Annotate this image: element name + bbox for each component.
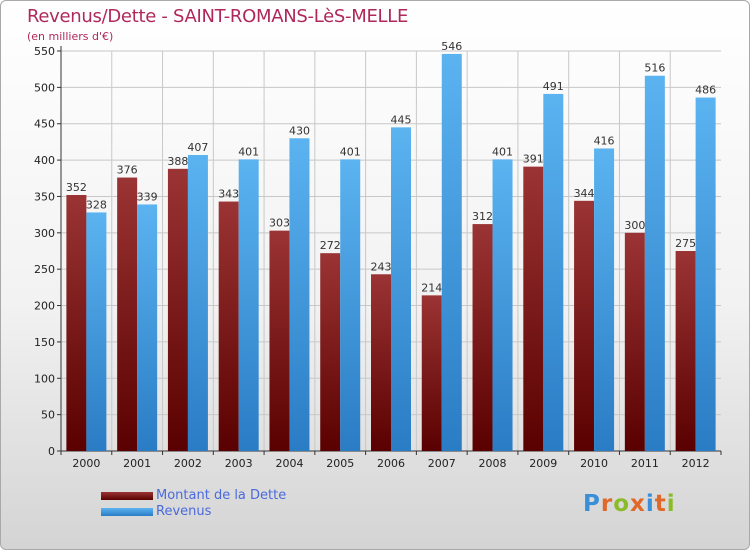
data-label-revenus: 546 [441,40,462,53]
data-label-revenus: 328 [86,198,107,211]
bar-dette [218,201,239,451]
x-tick-label: 2005 [326,457,354,470]
bar-dette [472,224,493,451]
x-tick-label: 2011 [631,457,659,470]
bar-dette [167,168,188,451]
data-label-dette: 300 [624,219,645,232]
x-tick-label: 2010 [580,457,608,470]
data-label-dette: 303 [269,217,290,230]
y-tick-label: 500 [34,81,55,94]
data-label-revenus: 430 [289,124,310,137]
x-tick-label: 2003 [225,457,253,470]
bar-revenus [238,159,259,451]
bar-revenus [492,159,513,451]
y-tick-label: 0 [48,445,55,458]
chart-title: Revenus/Dette - SAINT-ROMANS-LèS-MELLE [27,6,409,27]
bar-revenus [594,148,615,452]
logo-letter: P [583,491,601,517]
bar-dette [421,295,442,451]
y-tick-label: 450 [34,118,55,131]
bar-revenus [137,204,158,451]
bar-dette [624,232,645,451]
data-label-revenus: 486 [695,84,716,97]
legend-label-dette: Montant de la Dette [156,488,287,503]
bar-dette [117,177,138,451]
logo-letter: x [630,491,646,517]
proxiti-logo: Proxiti [583,491,676,517]
y-tick-label: 100 [34,372,55,385]
bar-dette [320,253,341,451]
data-label-dette: 275 [675,237,696,250]
data-label-dette: 344 [574,187,595,200]
data-label-revenus: 401 [340,145,361,158]
logo-letter: o [613,491,631,517]
bar-dette [523,166,544,452]
bar-dette [371,274,391,451]
data-labels: 352 376 388 343 303 272 243 214 312 391 344 300 275 3… [66,40,716,294]
data-label-dette: 391 [523,153,544,166]
bar-dette [574,200,595,451]
bar-dette [269,230,290,451]
data-label-dette: 376 [117,164,138,177]
legend-label-revenus: Revenus [156,504,212,519]
data-label-revenus: 401 [238,145,259,158]
x-tick-label: 2001 [123,457,151,470]
bar-revenus [695,97,716,451]
y-tick-label: 50 [41,409,55,422]
bar-revenus [391,127,411,451]
bar-revenus [340,159,361,451]
y-tick-label: 300 [34,227,55,240]
data-label-revenus: 445 [391,113,412,126]
x-tick-label: 2012 [682,457,710,470]
data-label-revenus: 401 [492,145,513,158]
data-label-dette: 312 [472,210,493,223]
data-label-dette: 243 [371,260,392,273]
x-tick-label: 2009 [529,457,557,470]
data-label-dette: 388 [167,155,188,168]
legend-swatch-revenus [101,508,153,516]
bar-revenus [644,75,665,452]
y-tick-label: 400 [34,154,55,167]
bar-revenus [187,155,208,451]
bar-revenus [441,53,462,452]
logo-letter: i [666,491,676,517]
x-tick-label: 2006 [377,457,405,470]
data-label-revenus: 516 [644,62,665,75]
bar-dette [675,251,696,451]
y-tick-label: 250 [34,263,55,276]
x-tick-label: 2007 [428,457,456,470]
data-label-revenus: 491 [543,80,564,93]
y-tick-label: 350 [34,190,55,203]
data-label-dette: 272 [320,239,341,252]
chart-subtitle: (en milliers d'€) [27,30,114,43]
data-label-revenus: 339 [137,190,158,203]
data-label-dette: 343 [218,188,239,201]
data-label-dette: 214 [421,281,442,294]
y-tick-label: 550 [34,45,55,58]
y-tick-label: 200 [34,300,55,313]
legend-swatch-dette [101,492,153,500]
x-tick-label: 2004 [275,457,303,470]
data-label-dette: 352 [66,181,87,194]
bar-dette [66,195,87,451]
logo-letter: t [654,491,667,517]
bar-revenus [86,212,107,451]
y-tick-label: 150 [34,336,55,349]
logo-letter: i [645,491,655,517]
x-tick-label: 2000 [72,457,100,470]
x-tick-label: 2002 [174,457,202,470]
bar-revenus [543,93,564,451]
x-tick-label: 2008 [479,457,507,470]
data-label-revenus: 407 [187,141,208,154]
logo-letter: r [600,491,614,517]
data-label-revenus: 416 [594,134,615,147]
bar-revenus [289,138,310,452]
bars [66,53,716,452]
